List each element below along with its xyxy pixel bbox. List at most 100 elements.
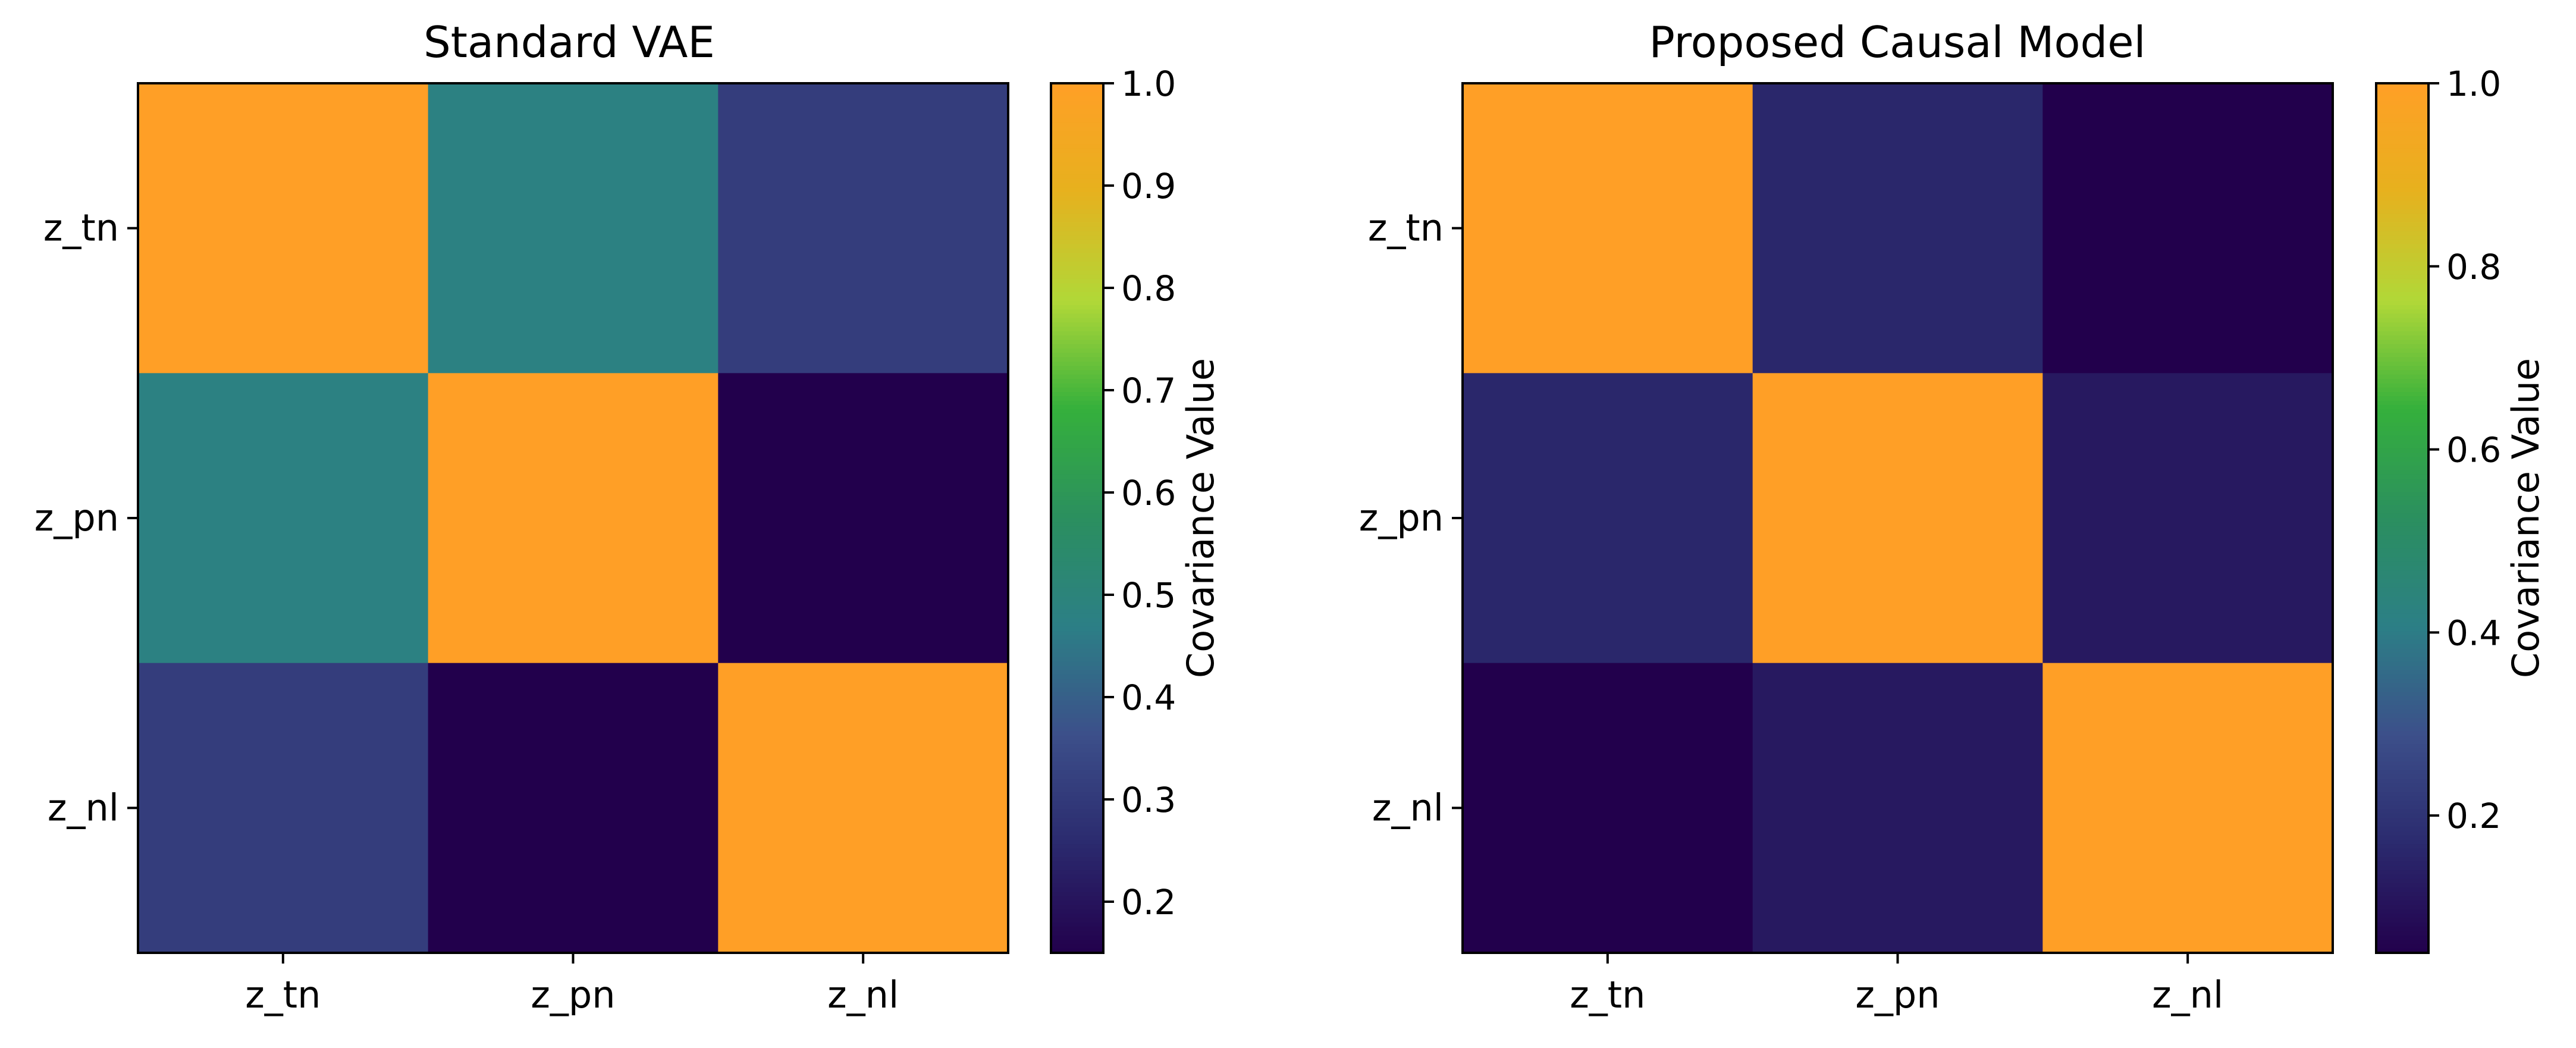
colorbar-strip	[2376, 392, 2428, 397]
colorbar-strip	[2376, 922, 2428, 927]
colorbar-strip	[2376, 722, 2428, 727]
colorbar-tick-label: 0.6	[1121, 473, 1176, 513]
colorbar-strip	[2376, 461, 2428, 466]
colorbar-strip	[1051, 500, 1103, 506]
colorbar-strip	[2376, 765, 2428, 771]
colorbar-strip	[2376, 157, 2428, 162]
colorbar-strip	[2376, 366, 2428, 371]
colorbar-strip	[2376, 622, 2428, 627]
colorbar-strip	[1051, 539, 1103, 545]
colorbar-strip	[1051, 87, 1103, 93]
colorbar-strip	[1051, 422, 1103, 428]
x-tick-label: z_nl	[2152, 973, 2223, 1016]
colorbar-strip	[1051, 144, 1103, 149]
colorbar-strip	[2376, 918, 2428, 923]
colorbar-strip	[2376, 278, 2428, 284]
colorbar-strip	[1051, 622, 1103, 627]
colorbar-strip	[2376, 944, 2428, 949]
colorbar-strip	[2376, 148, 2428, 153]
colorbar-strip	[1051, 470, 1103, 475]
colorbar-strip	[2376, 200, 2428, 206]
colorbar-strip	[2376, 592, 2428, 597]
colorbar-strip	[2376, 174, 2428, 180]
colorbar-strip	[1051, 661, 1103, 667]
colorbar-strip	[1051, 948, 1103, 953]
colorbar-strip	[1051, 570, 1103, 575]
colorbar-strip	[1051, 170, 1103, 175]
colorbar-strip	[1051, 900, 1103, 906]
colorbar-strip	[1051, 579, 1103, 584]
colorbar-strip	[2376, 127, 2428, 132]
colorbar-strip	[2376, 748, 2428, 754]
colorbar-strip	[1051, 575, 1103, 579]
x-tick-label: z_nl	[827, 973, 899, 1016]
colorbar-strip	[2376, 300, 2428, 306]
colorbar-strip	[2376, 335, 2428, 340]
colorbar-strip	[1051, 318, 1103, 323]
colorbar-strip	[2376, 218, 2428, 223]
colorbar-strip	[1051, 631, 1103, 636]
colorbar-tick-label: 0.8	[1121, 268, 1176, 309]
colorbar: 0.2 0.4 0.6 0.8 1.0	[2375, 64, 2501, 954]
colorbar-strip	[1051, 918, 1103, 923]
colorbar-strip	[2376, 483, 2428, 488]
colorbar-strip	[1051, 592, 1103, 597]
colorbar-strip	[1051, 635, 1103, 641]
colorbar-strip	[1051, 861, 1103, 867]
colorbar-strip	[2376, 688, 2428, 692]
colorbar-strip	[1051, 566, 1103, 571]
colorbar-strip	[1051, 531, 1103, 536]
colorbar-strip	[1051, 227, 1103, 232]
colorbar-strip	[2376, 409, 2428, 415]
colorbar-strip	[1051, 787, 1103, 793]
heatmap-cell-0-1	[428, 83, 718, 374]
heatmap-cell-0-2	[2042, 83, 2333, 374]
colorbar-strip	[1051, 652, 1103, 658]
colorbar-strip	[2376, 931, 2428, 936]
colorbar-strip	[1051, 152, 1103, 158]
colorbar-strip	[2376, 783, 2428, 788]
colorbar-strip	[2376, 796, 2428, 801]
colorbar-strip	[1051, 157, 1103, 162]
x-axis-ticks: z_tn z_pn z_nl	[245, 953, 899, 1016]
colorbar-strip	[2376, 674, 2428, 680]
colorbar-strip	[2376, 400, 2428, 406]
colorbar-tick-label: 1.0	[1121, 64, 1176, 104]
heatmap-cells	[138, 83, 1009, 953]
colorbar-strip	[2376, 353, 2428, 358]
colorbar-strip	[2376, 222, 2428, 227]
colorbar-strip	[1051, 848, 1103, 854]
colorbar-strip	[2376, 479, 2428, 484]
colorbar-strip	[2376, 466, 2428, 471]
colorbar-strip	[2376, 165, 2428, 171]
colorbar-strip	[2376, 453, 2428, 458]
colorbar-strip	[2376, 374, 2428, 379]
colorbar-strip	[1051, 535, 1103, 541]
colorbar-strip	[1051, 487, 1103, 492]
colorbar-strip	[1051, 344, 1103, 349]
colorbar-strip	[1051, 270, 1103, 275]
colorbar-strip	[2376, 114, 2428, 119]
y-tick-label: z_nl	[48, 786, 119, 829]
colorbar-strip	[1051, 870, 1103, 876]
x-axis-ticks: z_tn z_pn z_nl	[1570, 953, 2223, 1016]
colorbar-strip	[1051, 626, 1103, 632]
colorbar-strip	[1051, 300, 1103, 306]
colorbar-strip	[2376, 935, 2428, 940]
colorbar-strip	[1051, 322, 1103, 327]
colorbar-strip	[2376, 535, 2428, 541]
colorbar-strip	[2376, 92, 2428, 97]
colorbar-strip	[1051, 679, 1103, 684]
colorbar-strip	[1051, 666, 1103, 671]
colorbar-strip	[1051, 696, 1103, 701]
colorbar-strip	[2376, 231, 2428, 236]
colorbar-strip	[2376, 440, 2428, 445]
colorbar-strip	[1051, 878, 1103, 884]
colorbar-strip	[2376, 539, 2428, 545]
colorbar-strip	[1051, 409, 1103, 415]
colorbar-strip	[2376, 818, 2428, 823]
colorbar-strip	[1051, 822, 1103, 827]
y-tick-label: z_nl	[1372, 786, 1444, 829]
chart-title: Standard VAE	[423, 17, 715, 67]
